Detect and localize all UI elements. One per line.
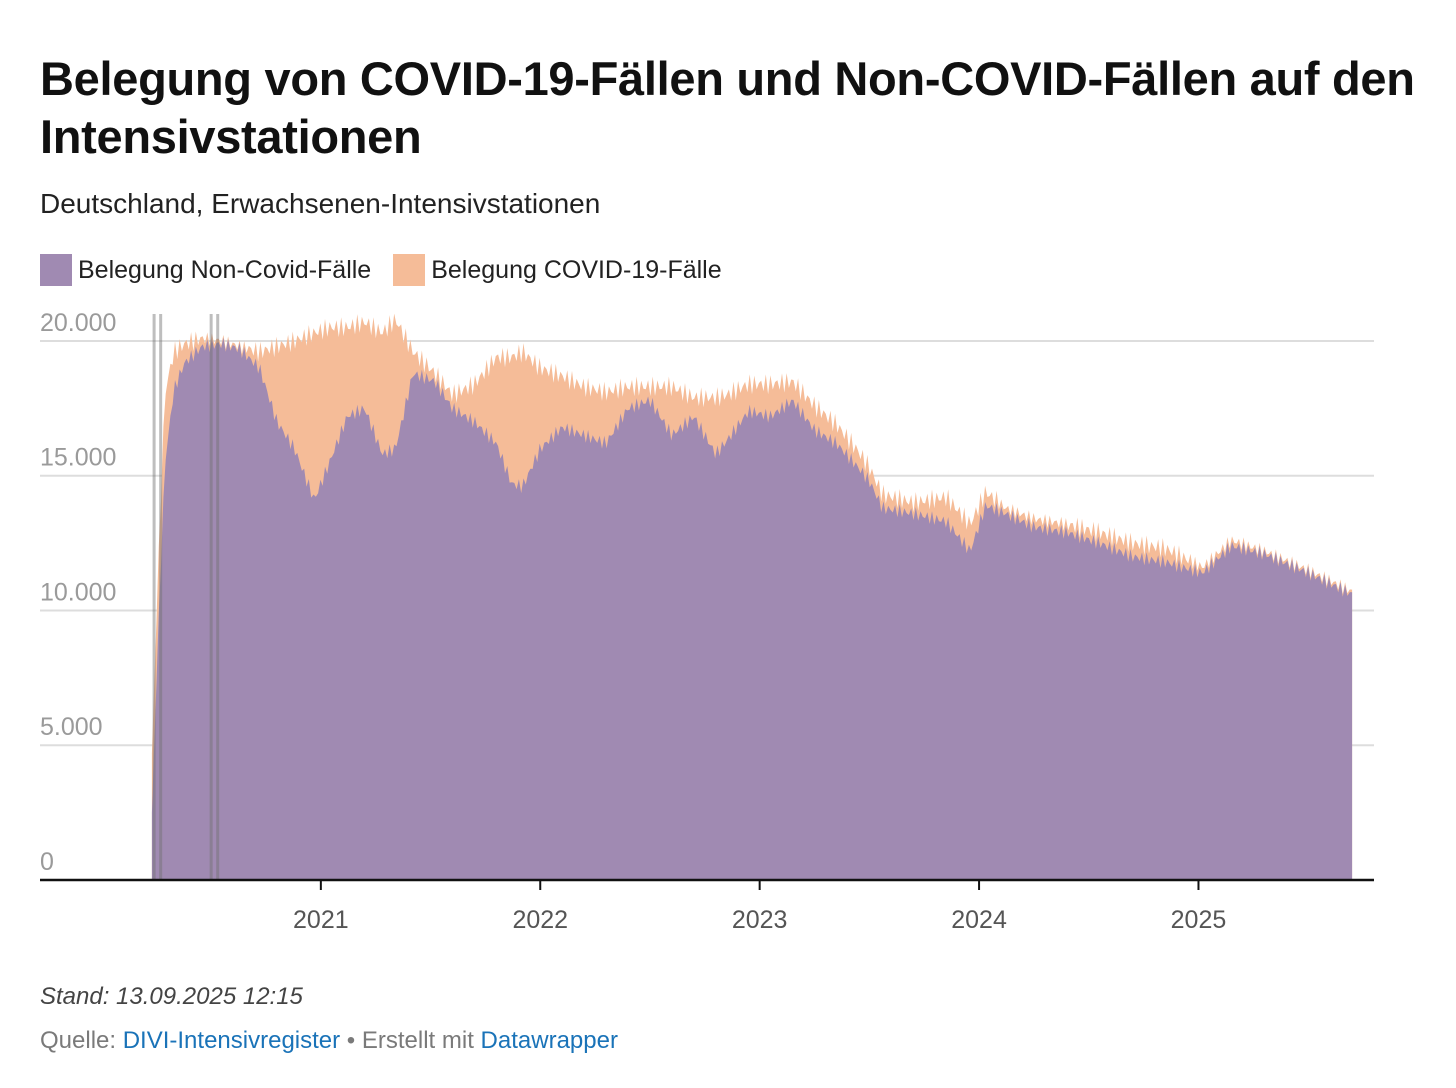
datawrapper-link[interactable]: Datawrapper (480, 1027, 618, 1054)
source-link[interactable]: DIVI-Intensivregister (122, 1027, 341, 1054)
source-line: Quelle: DIVI-Intensivregister • Erstellt… (40, 1027, 618, 1055)
x-axis-ticks: 2021 2022 2023 2024 2025 (293, 880, 1226, 934)
y-tick-label: 5.000 (40, 713, 103, 741)
y-tick-label: 0 (40, 848, 54, 876)
x-tick-label: 2023 (732, 906, 788, 934)
chart-subtitle: Deutschland, Erwachsenen-Intensivstation… (40, 188, 601, 219)
chart-title: Belegung von COVID-19-Fällen und Non-COV… (40, 52, 1415, 163)
stand-timestamp: Stand: 13.09.2025 12:15 (40, 983, 303, 1010)
source-prefix: Quelle: (40, 1027, 123, 1054)
reference-lines (152, 314, 220, 880)
legend-label-covid: Belegung COVID-19-Fälle (431, 255, 722, 284)
area-non-covid (151, 337, 1353, 880)
legend-label-non-covid: Belegung Non-Covid-Fälle (78, 255, 372, 284)
y-tick-label: 20.000 (40, 309, 116, 337)
legend-item-covid: Belegung COVID-19-Fälle (393, 254, 722, 286)
x-tick-label: 2022 (512, 906, 568, 934)
x-tick-label: 2021 (293, 906, 349, 934)
legend-item-non-covid: Belegung Non-Covid-Fälle (40, 254, 371, 286)
x-tick-label: 2025 (1171, 906, 1227, 934)
legend: Belegung Non-Covid-Fälle Belegung COVID-… (40, 254, 744, 286)
x-tick-label: 2024 (951, 906, 1007, 934)
y-tick-label: 15.000 (40, 444, 116, 472)
y-tick-label: 10.000 (40, 578, 116, 606)
y-axis-ticks: 0 5.000 10.000 15.000 20.000 (40, 309, 116, 876)
source-separator: • Erstellt mit (340, 1027, 481, 1054)
stacked-areas (151, 313, 1353, 881)
legend-swatch-covid (393, 254, 426, 286)
legend-swatch-non-covid (40, 254, 72, 286)
